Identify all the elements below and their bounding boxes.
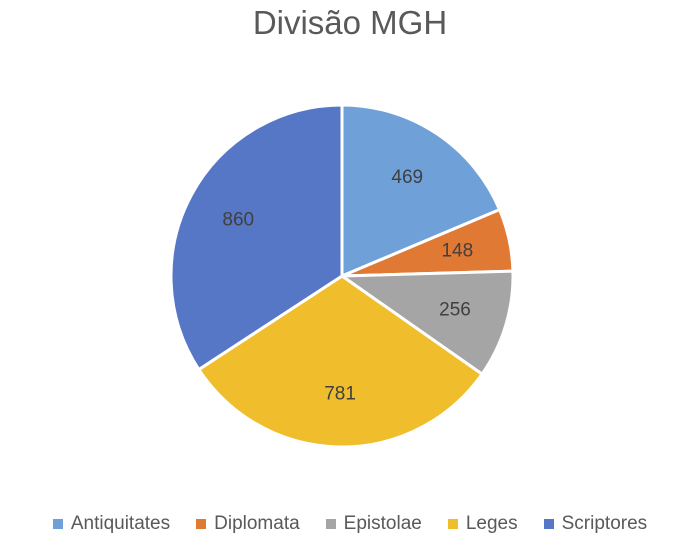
chart-legend: Antiquitates Diplomata Epistolae Leges Scrip… xyxy=(0,513,700,535)
legend-swatch-antiquitates xyxy=(52,519,63,529)
legend-swatch-diplomata xyxy=(196,519,207,529)
pie-slice-epistolae xyxy=(340,269,515,376)
legend-item-leges: Leges xyxy=(447,513,518,535)
legend-label-epistolae: Epistolae xyxy=(343,513,422,534)
legend-swatch-epistolae xyxy=(325,519,336,529)
data-label-diplomata: 148 xyxy=(441,240,473,261)
data-label-antiquitates: 469 xyxy=(391,167,423,188)
legend-item-antiquitates: Antiquitates xyxy=(52,513,171,535)
legend-label-diplomata: Diplomata xyxy=(214,513,300,534)
data-label-scriptores: 860 xyxy=(222,209,254,230)
legend-item-epistolae: Epistolae xyxy=(325,513,422,535)
pie-slice-antiquitates xyxy=(340,103,502,278)
legend-item-diplomata: Diplomata xyxy=(196,513,300,535)
chart-title: Divisão MGH xyxy=(252,4,448,41)
pie-slices xyxy=(169,103,515,449)
legend-label-antiquitates: Antiquitates xyxy=(70,513,171,534)
pie-slice-scriptores xyxy=(169,103,344,372)
legend-swatch-scriptores xyxy=(543,519,554,529)
legend-item-scriptores: Scriptores xyxy=(543,513,648,535)
pie-data-labels: 469 148 256 781 860 xyxy=(222,167,473,404)
legend-label-scriptores: Scriptores xyxy=(561,513,648,534)
pie-slice-leges xyxy=(197,274,484,449)
legend-swatch-leges xyxy=(447,519,458,529)
data-label-epistolae: 256 xyxy=(439,299,471,320)
legend-label-leges: Leges xyxy=(465,513,518,534)
data-label-leges: 781 xyxy=(324,383,356,404)
